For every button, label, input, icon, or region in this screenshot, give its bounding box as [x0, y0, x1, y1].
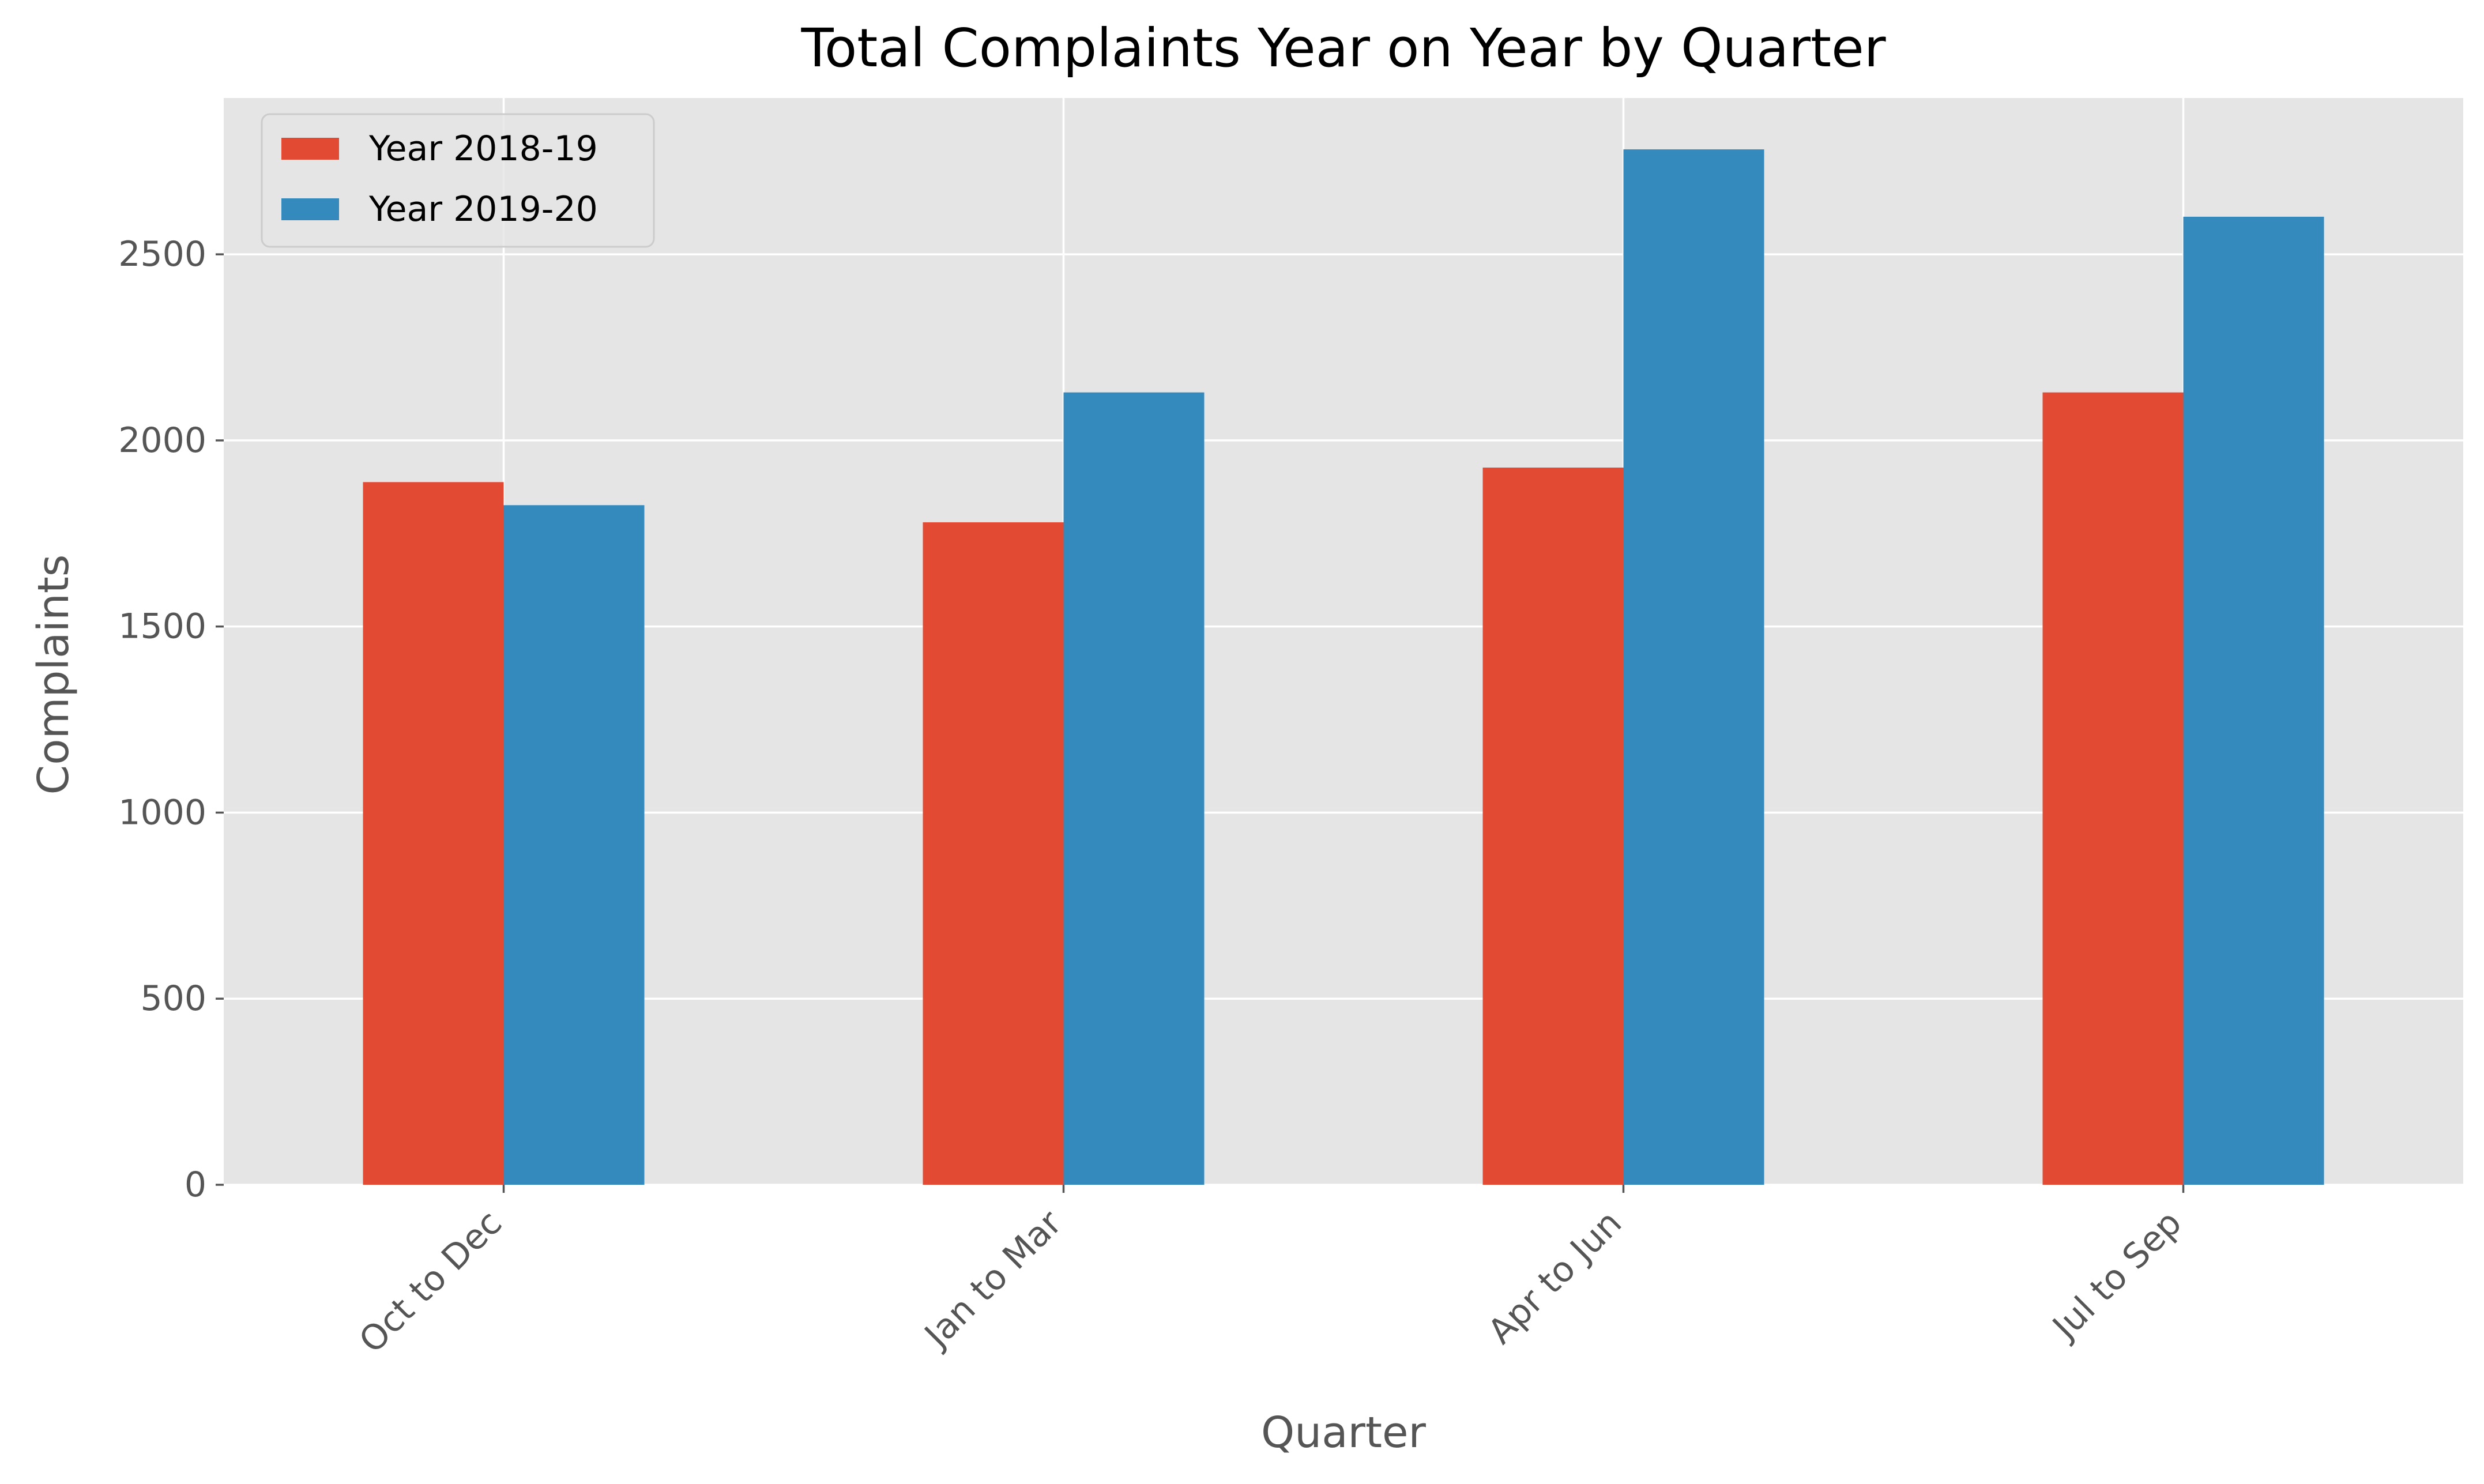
- legend: Year 2018-19 Year 2019-20: [261, 113, 655, 248]
- bar-1-4: [2042, 392, 2184, 1185]
- chart-title: Total Complaints Year on Year by Quarter: [800, 17, 1885, 79]
- bar-1-2: [923, 522, 1064, 1185]
- bar-2-3: [1623, 149, 1764, 1185]
- legend-frame: [261, 113, 655, 248]
- bar-2-2: [1063, 392, 1205, 1185]
- y-tick-label: 1500: [118, 607, 206, 647]
- legend-label-1: Year 2018-19: [368, 129, 598, 169]
- legend-swatch-1: [281, 138, 339, 160]
- bar-2-4: [2183, 216, 2324, 1185]
- y-tick-label: 2000: [118, 420, 206, 461]
- y-axis-label: Complaints: [29, 555, 78, 795]
- y-tick-label: 1000: [118, 792, 206, 833]
- bar-1-1: [363, 482, 504, 1185]
- y-tick-label: 500: [140, 978, 206, 1019]
- legend-label-2: Year 2019-20: [368, 189, 598, 229]
- y-tick-label: 0: [185, 1165, 206, 1205]
- y-tick-label: 2500: [118, 234, 206, 274]
- legend-swatch-2: [281, 198, 339, 220]
- x-axis-label: Quarter: [1261, 1408, 1426, 1457]
- bar-2-1: [503, 505, 645, 1185]
- bar-1-3: [1482, 468, 1624, 1185]
